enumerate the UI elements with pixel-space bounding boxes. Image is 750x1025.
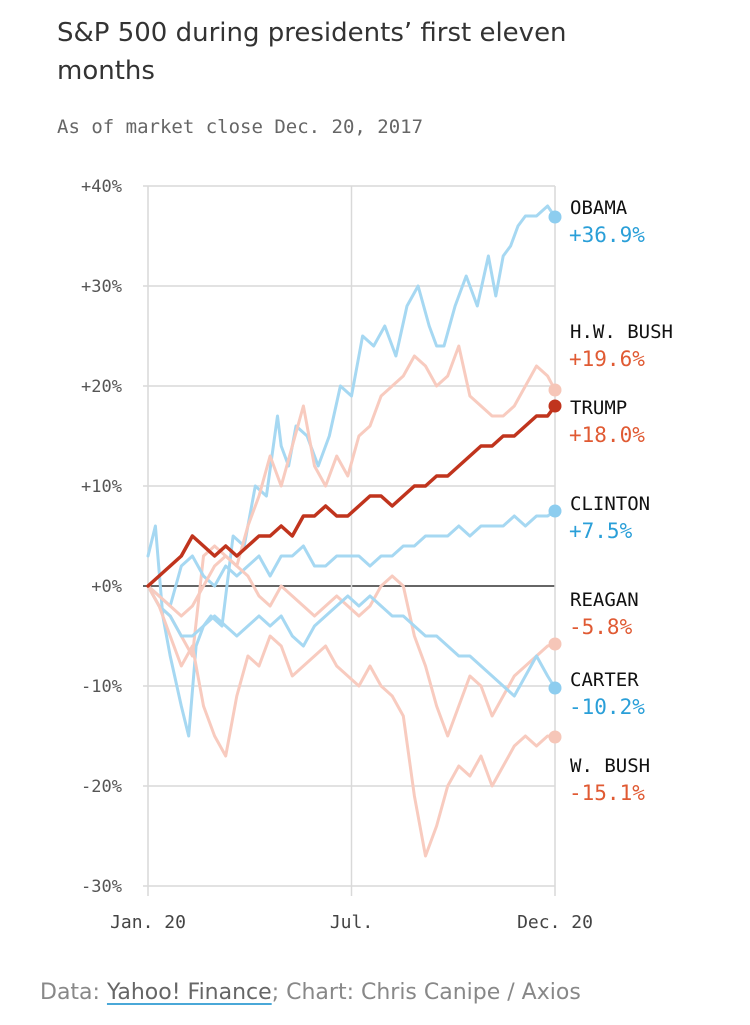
footer-separator: ; — [271, 980, 280, 1005]
chart: +40%+30%+20%+10%+0%-10%-20%-30% Jan. 20 J… — [81, 177, 673, 933]
series-line-reagan — [146, 554, 557, 738]
series-value-clinton: +7.5% — [569, 519, 633, 543]
series-value-trump: +18.0% — [569, 423, 645, 447]
series-value-carter: -10.2% — [569, 695, 645, 719]
series-value-w-bush: -15.1% — [569, 781, 645, 805]
series-value-h-w-bush: +19.6% — [569, 347, 645, 371]
series-name-h-w-bush: H.W. BUSH — [570, 321, 673, 343]
series-value-reagan: -5.8% — [569, 615, 633, 639]
series-line-clinton — [146, 509, 557, 608]
series-name-trump: TRUMP — [570, 397, 627, 419]
series-line-h-w-bush — [146, 344, 557, 658]
y-tick-label: -30% — [81, 877, 122, 897]
y-tick-label: -20% — [81, 777, 122, 797]
x-axis: Jan. 20 Jul. Dec. 20 — [110, 912, 593, 933]
x-tick-label: Jan. 20 — [110, 912, 186, 933]
grid-lines — [143, 185, 556, 896]
end-dot-h-w-bush — [548, 383, 562, 397]
end-dot-w-bush — [548, 730, 562, 744]
y-tick-label: -10% — [81, 677, 122, 697]
end-dot-obama — [548, 210, 562, 224]
chart-subtitle: As of market close Dec. 20, 2017 — [57, 116, 424, 138]
series-lines-foreground — [146, 404, 557, 588]
series-name-obama: OBAMA — [570, 197, 628, 219]
y-axis: +40% +30% +20% +10% +0% -10% -20% -30% — [81, 177, 122, 897]
x-tick-label: Jul. — [330, 912, 373, 933]
series-line-carter — [146, 584, 557, 698]
y-tick-label: +20% — [81, 377, 122, 397]
data-source-link[interactable]: Yahoo! Finance — [106, 980, 272, 1005]
footer-prefix: Data: — [40, 980, 100, 1005]
series-value-obama: +36.9% — [569, 223, 645, 247]
series-labels: OBAMA +36.9% H.W. BUSH +19.6% TRUMP +18.0% CLI… — [569, 197, 673, 805]
x-tick-label: Dec. 20 — [517, 912, 593, 933]
series-name-reagan: REAGAN — [570, 589, 639, 611]
y-tick-label: +10% — [81, 477, 122, 497]
y-tick-label: +30% — [81, 277, 122, 297]
y-tick-label: +40% — [81, 177, 122, 197]
end-dot-reagan — [548, 637, 562, 651]
footer: Data: Yahoo! Finance; Chart: Chris Canip… — [40, 980, 581, 1005]
series-line-w-bush — [146, 584, 557, 858]
end-dot-clinton — [548, 504, 562, 518]
series-name-w-bush: W. BUSH — [570, 755, 650, 777]
series-name-clinton: CLINTON — [570, 493, 650, 515]
series-name-carter: CARTER — [570, 669, 639, 691]
footer-credit: Chart: Chris Canipe / Axios — [286, 980, 581, 1005]
end-dot-carter — [548, 681, 562, 695]
series-lines-background — [146, 204, 557, 858]
series-line-trump — [146, 404, 557, 588]
series-end-dots — [548, 210, 562, 744]
chart-title: S&P 500 during presidents’ first eleven … — [57, 18, 567, 86]
end-dot-trump — [548, 399, 562, 413]
y-tick-label: +0% — [91, 577, 122, 597]
